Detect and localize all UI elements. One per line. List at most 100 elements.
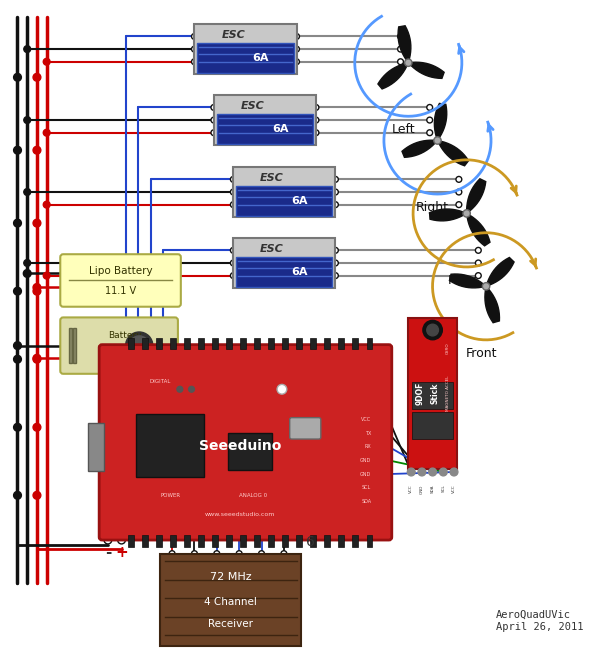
FancyBboxPatch shape: [69, 328, 72, 363]
FancyBboxPatch shape: [338, 338, 344, 349]
FancyBboxPatch shape: [283, 535, 288, 547]
FancyBboxPatch shape: [352, 338, 358, 349]
FancyBboxPatch shape: [226, 535, 232, 547]
Circle shape: [450, 468, 458, 476]
FancyBboxPatch shape: [409, 319, 457, 469]
Circle shape: [43, 272, 50, 279]
Circle shape: [293, 46, 299, 52]
Circle shape: [33, 424, 41, 431]
Circle shape: [427, 324, 439, 336]
FancyBboxPatch shape: [157, 338, 162, 349]
FancyBboxPatch shape: [254, 535, 260, 547]
Circle shape: [188, 386, 194, 392]
Polygon shape: [467, 213, 490, 246]
FancyBboxPatch shape: [160, 554, 301, 646]
Text: GND: GND: [360, 471, 371, 477]
Circle shape: [313, 117, 319, 123]
FancyBboxPatch shape: [296, 535, 302, 547]
Circle shape: [482, 283, 490, 290]
FancyBboxPatch shape: [212, 535, 218, 547]
Circle shape: [230, 260, 236, 266]
Text: GYRO: GYRO: [446, 343, 450, 355]
Text: Stick: Stick: [431, 383, 440, 404]
FancyBboxPatch shape: [233, 167, 335, 217]
FancyBboxPatch shape: [142, 338, 148, 349]
FancyBboxPatch shape: [157, 535, 162, 547]
Text: 6: 6: [306, 535, 315, 548]
Circle shape: [475, 248, 481, 253]
FancyBboxPatch shape: [170, 535, 176, 547]
Text: Rear: Rear: [448, 274, 476, 287]
Circle shape: [24, 117, 31, 124]
Circle shape: [427, 117, 433, 123]
FancyBboxPatch shape: [233, 238, 335, 288]
Circle shape: [475, 260, 481, 266]
Circle shape: [427, 129, 433, 135]
FancyBboxPatch shape: [412, 382, 453, 409]
Text: POWER: POWER: [160, 493, 180, 498]
Polygon shape: [430, 209, 467, 221]
FancyBboxPatch shape: [325, 338, 331, 349]
Polygon shape: [402, 140, 437, 157]
Circle shape: [33, 146, 41, 154]
Circle shape: [407, 468, 415, 476]
FancyBboxPatch shape: [325, 535, 331, 547]
Circle shape: [398, 34, 403, 39]
FancyBboxPatch shape: [128, 535, 134, 547]
FancyBboxPatch shape: [197, 43, 293, 73]
Text: ESC: ESC: [221, 30, 245, 40]
Text: TX: TX: [365, 431, 371, 436]
FancyBboxPatch shape: [310, 338, 316, 349]
Text: 6A: 6A: [253, 53, 269, 63]
Circle shape: [33, 284, 41, 291]
Text: ANALOG 0: ANALOG 0: [239, 493, 267, 498]
Text: +: +: [115, 545, 128, 560]
Text: SCL: SCL: [442, 485, 445, 493]
Circle shape: [427, 104, 433, 110]
FancyBboxPatch shape: [338, 535, 344, 547]
Circle shape: [230, 248, 236, 253]
Circle shape: [456, 177, 462, 183]
Circle shape: [332, 273, 338, 278]
Circle shape: [332, 248, 338, 253]
Circle shape: [14, 342, 22, 349]
FancyBboxPatch shape: [194, 24, 296, 74]
Polygon shape: [485, 286, 499, 323]
Circle shape: [191, 34, 197, 39]
FancyBboxPatch shape: [60, 254, 181, 307]
Circle shape: [125, 332, 153, 359]
Circle shape: [475, 273, 481, 278]
FancyBboxPatch shape: [217, 114, 313, 144]
Text: 72 MHz: 72 MHz: [210, 572, 252, 582]
Text: 4 Channel: 4 Channel: [205, 597, 257, 607]
Circle shape: [191, 550, 197, 556]
FancyBboxPatch shape: [184, 535, 190, 547]
FancyBboxPatch shape: [241, 535, 246, 547]
FancyBboxPatch shape: [60, 317, 178, 374]
FancyBboxPatch shape: [142, 535, 148, 547]
Circle shape: [423, 320, 442, 340]
Text: VCC: VCC: [361, 417, 371, 422]
Text: VCC: VCC: [409, 485, 413, 493]
Circle shape: [43, 129, 50, 136]
FancyBboxPatch shape: [268, 338, 274, 349]
FancyBboxPatch shape: [412, 412, 453, 439]
FancyBboxPatch shape: [283, 338, 288, 349]
FancyBboxPatch shape: [184, 338, 190, 349]
FancyBboxPatch shape: [296, 338, 302, 349]
Text: www.seeedstudio.com: www.seeedstudio.com: [205, 512, 275, 517]
Text: Left: Left: [392, 123, 415, 136]
Circle shape: [33, 288, 41, 295]
Polygon shape: [398, 26, 411, 62]
FancyBboxPatch shape: [73, 328, 76, 363]
Text: AeroQuadUVic
April 26, 2011: AeroQuadUVic April 26, 2011: [496, 610, 583, 631]
Circle shape: [463, 210, 470, 217]
Circle shape: [456, 202, 462, 208]
Circle shape: [24, 189, 31, 195]
Circle shape: [33, 491, 41, 499]
Circle shape: [230, 177, 236, 183]
Circle shape: [118, 536, 125, 544]
Circle shape: [230, 189, 236, 195]
FancyBboxPatch shape: [367, 338, 373, 349]
Circle shape: [14, 219, 22, 227]
